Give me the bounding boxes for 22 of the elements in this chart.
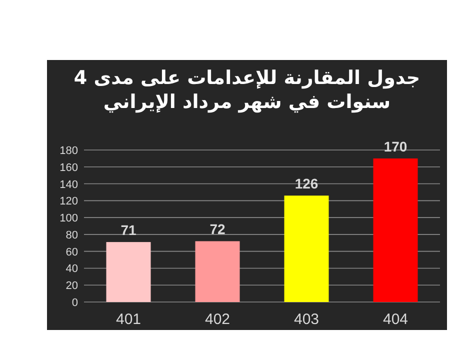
y-tick-label: 80 xyxy=(66,229,78,242)
bar xyxy=(106,242,151,302)
y-tick-label: 100 xyxy=(60,212,78,225)
data-label: 170 xyxy=(384,138,408,154)
bar xyxy=(373,158,418,302)
y-tick-label: 120 xyxy=(60,196,78,208)
x-tick-label: 402 xyxy=(204,311,230,328)
chart-title: جدول المقارنة للإعدامات على مدى 4 سنوات في شهر مرداد الإيراني xyxy=(72,66,422,114)
x-tick-label: 404 xyxy=(382,311,408,328)
y-tick-label: 60 xyxy=(66,246,78,258)
bar xyxy=(284,196,329,302)
y-tick-label: 0 xyxy=(72,297,78,309)
y-tick-label: 140 xyxy=(60,178,78,191)
data-label: 71 xyxy=(120,222,136,238)
data-label: 72 xyxy=(210,221,226,238)
y-tick-label: 40 xyxy=(66,263,78,276)
bar xyxy=(195,241,240,302)
x-tick-label: 401 xyxy=(116,311,142,328)
y-tick-label: 180 xyxy=(60,145,78,157)
y-tick-label: 160 xyxy=(60,162,78,174)
x-tick-label: 403 xyxy=(294,311,320,328)
y-tick-label: 20 xyxy=(66,280,78,292)
